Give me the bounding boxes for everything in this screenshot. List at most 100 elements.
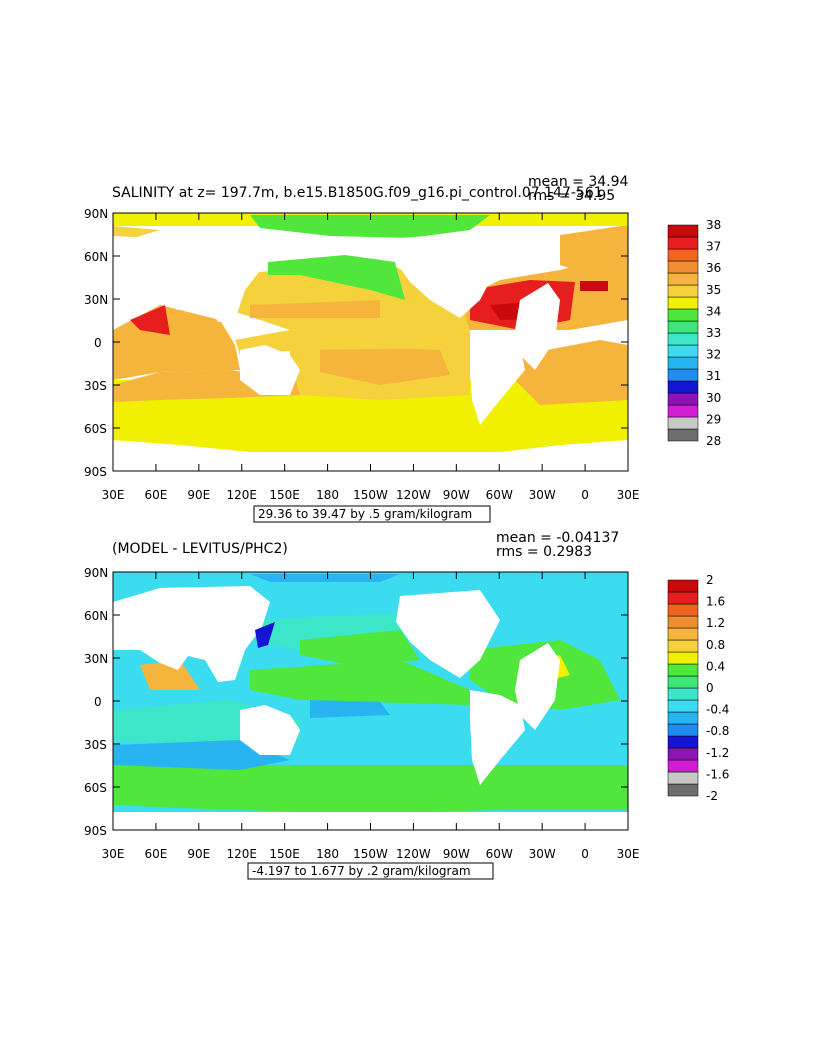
lat-label-30n: 30N (84, 293, 108, 307)
colorbar-label: 30 (706, 391, 721, 405)
lon-label: 150E (269, 488, 300, 502)
colorbar-swatch (667, 332, 699, 346)
colorbar-swatch (667, 368, 699, 382)
colorbar-swatch (667, 675, 699, 689)
colorbar-swatch (667, 272, 699, 286)
salinity-lon-labels: 30E 60E 90E 120E 150E 180 150W 120W 90W 60W 30W 0 30… (102, 488, 640, 502)
lon-label: 60E (144, 847, 167, 861)
lon-label: 120E (227, 488, 258, 502)
colorbar-label: 1.2 (706, 616, 725, 630)
lat-label-30s: 30S (84, 379, 107, 393)
colorbar-label: 2 (706, 573, 714, 587)
lon-label: 120E (227, 847, 258, 861)
colorbar-swatch (667, 320, 699, 334)
colorbar-label: 31 (706, 369, 721, 383)
colorbar-swatch (667, 392, 699, 406)
colorbar-label: -1.6 (706, 767, 729, 781)
difference-colorbar: 2 1.6 1.2 0.8 0.4 0 -0.4 -0.8 -1.2 -1.6 -2 (667, 573, 729, 803)
salinity-range-label: 29.36 to 39.47 by .5 gram/kilogram (258, 507, 472, 521)
lat-label-90s: 90S (84, 465, 107, 479)
lat-label-90n: 90N (84, 566, 108, 580)
lon-label: 150W (353, 488, 388, 502)
colorbar-swatch (667, 284, 699, 298)
colorbar-swatch (667, 771, 699, 785)
colorbar-swatch (667, 759, 699, 773)
salinity-colorbar: 28 29 30 31 32 33 34 35 36 37 38 (667, 218, 721, 448)
lon-label: 180 (316, 847, 339, 861)
colorbar-swatch (667, 404, 699, 418)
salinity-lat-labels: 90N 60N 30N 0 30S 60S 90S (84, 207, 108, 479)
colorbar-swatch (667, 627, 699, 641)
colorbar-label: 28 (706, 434, 721, 448)
colorbar-swatch (667, 591, 699, 605)
colorbar-label: -2 (706, 789, 718, 803)
lon-label: 30W (529, 488, 556, 502)
colorbar-swatch (667, 639, 699, 653)
lon-label: 0 (581, 488, 589, 502)
lat-label-60s: 60S (84, 781, 107, 795)
lat-label-30n: 30N (84, 652, 108, 666)
colorbar-label: -1.2 (706, 746, 729, 760)
lat-label-60n: 60N (84, 609, 108, 623)
difference-lat-labels: 90N 60N 30N 0 30S 60S 90S (84, 566, 108, 838)
colorbar-swatch (667, 248, 699, 262)
colorbar-swatch (667, 260, 699, 274)
lon-label: 60E (144, 488, 167, 502)
lon-label: 60W (486, 488, 513, 502)
difference-range-label: -4.197 to 1.677 by .2 gram/kilogram (252, 864, 471, 878)
colorbar-swatch (667, 711, 699, 725)
lat-label-0: 0 (94, 336, 102, 350)
colorbar-swatch (667, 663, 699, 677)
lon-label: 30E (617, 488, 640, 502)
difference-range-box (247, 862, 494, 880)
colorbar-label: 0.8 (706, 638, 725, 652)
colorbar-swatch (667, 747, 699, 761)
lon-label: 90W (443, 488, 470, 502)
colorbar-label: 34 (706, 304, 721, 318)
salinity-axis-ticks (112, 212, 629, 472)
colorbar-swatch (667, 579, 699, 593)
colorbar-swatch (667, 308, 699, 322)
colorbar-swatch (667, 687, 699, 701)
difference-title: (MODEL - LEVITUS/PHC2) (112, 541, 288, 557)
colorbar-label: 37 (706, 240, 721, 254)
colorbar-swatch (667, 296, 699, 310)
lon-label: 30E (102, 488, 125, 502)
lat-label-30s: 30S (84, 738, 107, 752)
salinity-rms: rms = 34.95 (528, 188, 615, 204)
colorbar-swatch (667, 783, 699, 797)
lon-label: 60W (486, 847, 513, 861)
colorbar-label: 0.4 (706, 659, 725, 673)
colorbar-label: 38 (706, 218, 721, 232)
colorbar-label: -0.4 (706, 703, 729, 717)
colorbar-label: 36 (706, 261, 721, 275)
lon-label: 30E (102, 847, 125, 861)
colorbar-label: 33 (706, 326, 721, 340)
difference-rms: rms = 0.2983 (496, 544, 592, 560)
lat-label-90n: 90N (84, 207, 108, 221)
salinity-range-box (253, 505, 491, 523)
lon-label: 30W (529, 847, 556, 861)
salinity-map (113, 213, 628, 471)
colorbar-swatch (667, 428, 699, 442)
colorbar-swatch (667, 416, 699, 430)
colorbar-label: 0 (706, 681, 714, 695)
colorbar-swatch (667, 236, 699, 250)
difference-panel: (MODEL - LEVITUS/PHC2) mean = -0.04137 r… (84, 530, 729, 880)
lon-label: 90E (187, 847, 210, 861)
lon-label: 90E (187, 488, 210, 502)
lon-label: 90W (443, 847, 470, 861)
colorbar-label: -0.8 (706, 724, 729, 738)
colorbar-swatch (667, 356, 699, 370)
difference-lon-labels: 30E 60E 90E 120E 150E 180 150W 120W 90W 60W 30W 0 30… (102, 847, 640, 861)
lat-label-0: 0 (94, 695, 102, 709)
colorbar-swatch (667, 651, 699, 665)
difference-mean: mean = -0.04137 (496, 530, 619, 546)
lat-label-90s: 90S (84, 824, 107, 838)
colorbar-label: 35 (706, 283, 721, 297)
colorbar-swatch (667, 380, 699, 394)
salinity-mean: mean = 34.94 (528, 174, 629, 190)
colorbar-swatch (667, 344, 699, 358)
colorbar-label: 29 (706, 412, 721, 426)
lon-label: 120W (396, 488, 431, 502)
